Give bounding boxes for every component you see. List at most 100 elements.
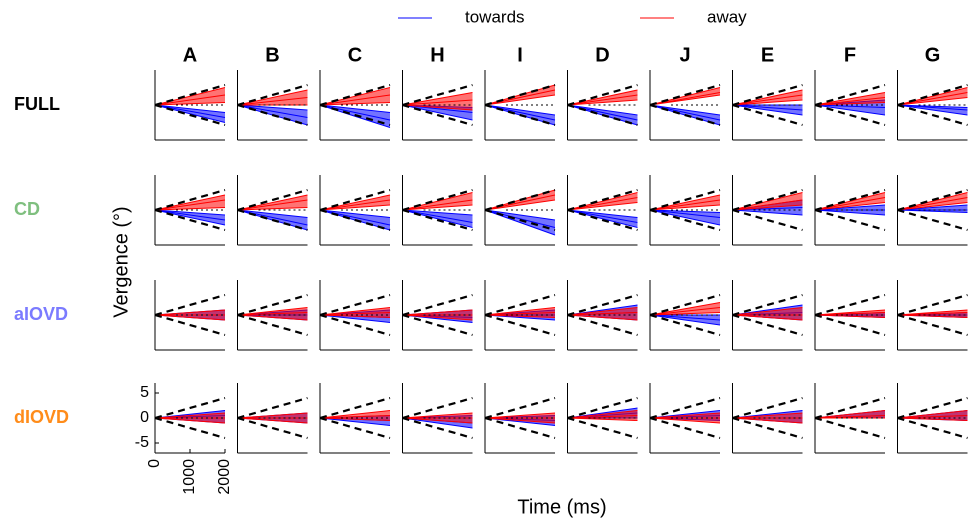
reference-line bbox=[649, 208, 721, 232]
trace bbox=[649, 92, 721, 106]
panel bbox=[237, 175, 308, 246]
panel bbox=[897, 70, 968, 141]
trace bbox=[237, 312, 308, 316]
reference-line bbox=[484, 396, 556, 420]
trace bbox=[484, 199, 556, 211]
reference-line bbox=[897, 293, 968, 317]
panel bbox=[237, 383, 308, 454]
trace bbox=[237, 412, 308, 419]
trace bbox=[484, 194, 556, 211]
trace bbox=[319, 104, 391, 121]
trace bbox=[814, 202, 886, 211]
trace bbox=[237, 104, 308, 118]
panel bbox=[732, 70, 803, 141]
trace bbox=[649, 417, 721, 424]
trace bbox=[484, 417, 556, 424]
reference-line bbox=[814, 208, 886, 232]
trace bbox=[154, 314, 226, 321]
panel bbox=[649, 70, 721, 141]
x-tick-label: 2000 bbox=[216, 459, 233, 495]
reference-line bbox=[237, 188, 308, 212]
trace bbox=[154, 194, 226, 211]
reference-line bbox=[319, 416, 391, 440]
trace bbox=[402, 309, 473, 316]
trace bbox=[897, 97, 968, 106]
reference-line bbox=[402, 313, 473, 337]
trace bbox=[402, 104, 473, 111]
trace bbox=[732, 94, 803, 106]
reference-line bbox=[319, 188, 391, 212]
reference-line bbox=[154, 208, 226, 232]
trace bbox=[237, 194, 308, 211]
trace bbox=[567, 307, 638, 316]
trace bbox=[567, 197, 638, 211]
trace bbox=[732, 99, 803, 106]
trace bbox=[154, 199, 226, 211]
trace bbox=[567, 314, 638, 321]
reference-line bbox=[897, 396, 968, 420]
reference-line bbox=[567, 396, 638, 420]
trace bbox=[897, 410, 968, 419]
trace bbox=[814, 102, 886, 106]
panel bbox=[897, 383, 968, 454]
y-tick-label: -5 bbox=[135, 434, 149, 451]
trace bbox=[814, 92, 886, 106]
legend-label: towards bbox=[465, 7, 525, 26]
reference-line bbox=[237, 208, 308, 232]
trace bbox=[567, 410, 638, 419]
reference-line bbox=[814, 83, 886, 107]
column-label: B bbox=[265, 44, 279, 66]
trace bbox=[484, 89, 556, 106]
trace bbox=[319, 199, 391, 211]
trace bbox=[319, 312, 391, 316]
trace bbox=[814, 104, 886, 116]
row-label: aIOVD bbox=[14, 304, 68, 324]
trace bbox=[402, 412, 473, 419]
column-label: G bbox=[925, 44, 941, 66]
panel bbox=[567, 70, 638, 141]
reference-line bbox=[732, 103, 803, 127]
reference-line bbox=[237, 396, 308, 420]
trace bbox=[897, 415, 968, 419]
panel bbox=[484, 280, 556, 351]
reference-line bbox=[237, 83, 308, 107]
reference-line bbox=[814, 188, 886, 212]
reference-line bbox=[402, 103, 473, 127]
trace bbox=[319, 417, 391, 421]
reference-line bbox=[649, 396, 721, 420]
trace bbox=[237, 199, 308, 211]
panel bbox=[319, 175, 391, 246]
trace bbox=[484, 412, 556, 419]
trace bbox=[649, 307, 721, 316]
trace bbox=[319, 209, 391, 226]
reference-line bbox=[649, 293, 721, 317]
reference-line bbox=[567, 103, 638, 127]
trace bbox=[237, 314, 308, 321]
trace-band bbox=[402, 92, 473, 110]
y-axis-label: Vergence (°) bbox=[110, 206, 132, 317]
panel bbox=[649, 280, 721, 351]
reference-line bbox=[897, 416, 968, 440]
trace bbox=[402, 209, 473, 223]
trace bbox=[567, 89, 638, 106]
trace bbox=[567, 209, 638, 223]
trace bbox=[897, 92, 968, 106]
reference-line bbox=[567, 188, 638, 212]
column-label: F bbox=[844, 44, 856, 66]
trace bbox=[814, 415, 886, 419]
reference-line bbox=[402, 293, 473, 317]
trace bbox=[154, 207, 226, 211]
panel bbox=[897, 280, 968, 351]
row-label: FULL bbox=[14, 94, 60, 114]
reference-line bbox=[484, 313, 556, 337]
reference-line bbox=[897, 313, 968, 337]
trace bbox=[402, 104, 473, 121]
trace bbox=[319, 410, 391, 419]
trace bbox=[567, 417, 638, 421]
panel bbox=[649, 383, 721, 454]
trace bbox=[154, 209, 226, 226]
reference-line bbox=[732, 188, 803, 212]
trace bbox=[319, 204, 391, 211]
trace bbox=[402, 92, 473, 106]
panel bbox=[567, 383, 638, 454]
